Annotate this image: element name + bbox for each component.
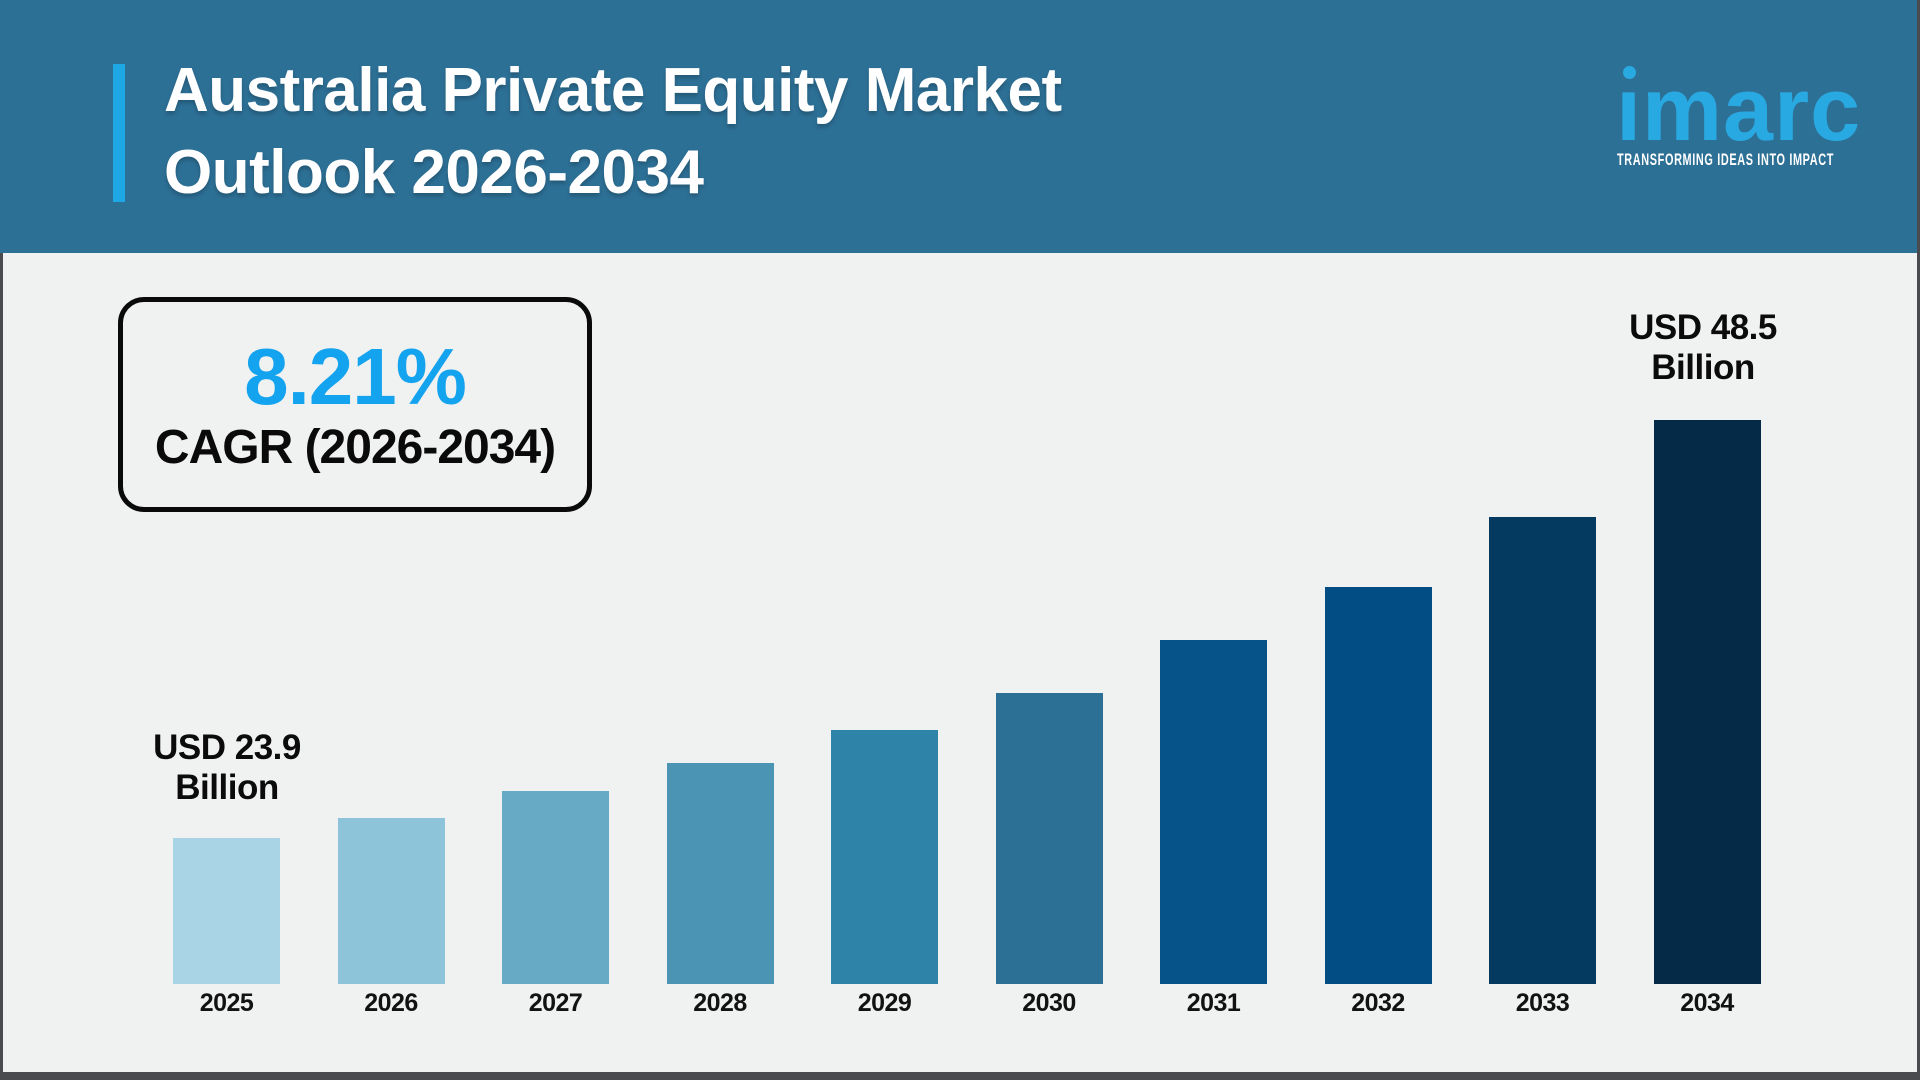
header: Australia Private Equity Market Outlook … [0, 0, 1920, 253]
data-label-2025-line2: Billion [175, 768, 279, 807]
x-axis-label-2027: 2027 [528, 989, 583, 1017]
logo-i-dot-icon [1623, 66, 1636, 79]
x-axis-label-2025: 2025 [199, 989, 254, 1017]
x-axis-label-2033: 2033 [1515, 989, 1570, 1017]
cagr-box: 8.21% CAGR (2026-2034) [118, 297, 592, 512]
data-label-2034: USD 48.5 Billion [1573, 308, 1833, 388]
bar-2033 [1489, 517, 1596, 984]
data-label-2025-line1: USD 23.9 [153, 728, 301, 767]
frame-edge-right [1917, 0, 1920, 1080]
logo-tagline: TRANSFORMING IDEAS INTO IMPACT [1617, 150, 1835, 169]
frame-edge-bottom [0, 1072, 1920, 1080]
page-title-line1: Australia Private Equity Market [164, 56, 1062, 125]
logo-wordmark: ımarc [1616, 60, 1862, 160]
bar-2031 [1160, 640, 1267, 984]
cagr-label: CAGR (2026-2034) [154, 420, 556, 474]
page-title: Australia Private Equity Market Outlook … [164, 50, 1062, 214]
bar-2027 [502, 791, 609, 984]
imarc-logo: ımarc TRANSFORMING IDEAS INTO IMPACT [1616, 0, 1896, 200]
title-accent-bar [113, 64, 125, 202]
x-axis-label-2029: 2029 [857, 989, 912, 1017]
bar-chart: 2025 2026 2027 2028 2029 2030 2031 2032 2033 2034 [0, 253, 1920, 1080]
x-axis-label-2034: 2034 [1680, 989, 1734, 1017]
x-axis-label-2028: 2028 [693, 989, 747, 1017]
bar-2034 [1653, 420, 1761, 984]
cagr-value: 8.21% [244, 331, 467, 421]
bar-2028 [666, 763, 774, 984]
x-axis-label-2032: 2032 [1351, 989, 1405, 1017]
data-label-2034-line2: Billion [1651, 348, 1755, 387]
bar-2029 [831, 730, 938, 984]
bar-2032 [1324, 587, 1432, 984]
x-axis-label-2030: 2030 [1022, 989, 1076, 1017]
data-label-2034-line1: USD 48.5 [1629, 308, 1777, 347]
frame-edge-left [0, 253, 3, 1080]
x-axis-label-2026: 2026 [364, 989, 418, 1017]
bar-2026 [337, 818, 445, 984]
x-axis-label-2031: 2031 [1186, 989, 1241, 1017]
bar-2030 [995, 693, 1103, 984]
page-title-line2: Outlook 2026-2034 [164, 138, 704, 207]
data-label-2025: USD 23.9 Billion [97, 728, 357, 808]
bar-2025 [173, 838, 280, 984]
